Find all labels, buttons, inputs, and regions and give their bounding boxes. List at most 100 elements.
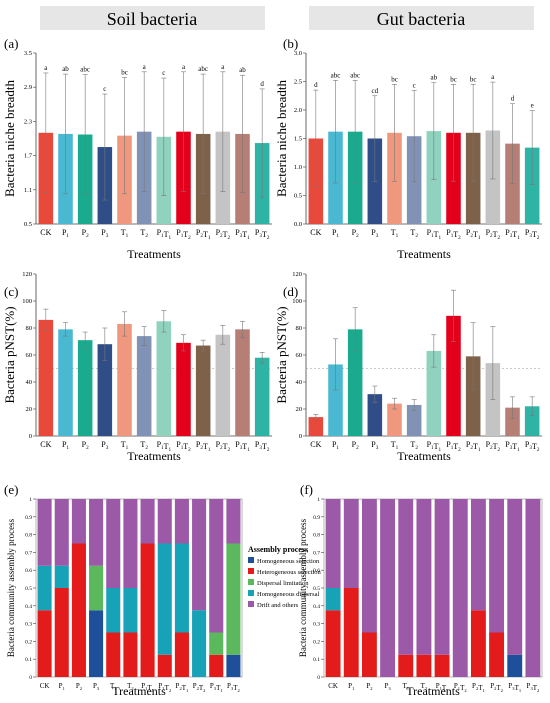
x-tick-label: T1 <box>110 682 117 691</box>
x-tick-label: P2 <box>352 228 359 239</box>
bar <box>254 357 270 436</box>
significance-letter: bc <box>391 75 398 83</box>
x-tick-label: P1 <box>332 228 339 239</box>
y-tick-label: 0 <box>29 433 32 440</box>
gut-header: Gut bacteria <box>377 9 465 29</box>
x-tick-label: P2 <box>76 682 83 691</box>
x-tick-label: P3 <box>101 228 108 239</box>
bar <box>97 344 113 436</box>
y-tick-label: 120 <box>22 271 32 278</box>
bar <box>406 404 422 436</box>
y-tick-label: 40 <box>296 379 303 386</box>
panel-b: (b) 0.0 0.5 1.0 1.5 2.0 2.5 3.0 Bacteria niche b… <box>274 36 542 261</box>
y-tick-label: 1.7 <box>24 153 33 160</box>
x-tick-label: P1 <box>59 682 65 691</box>
significance-letter: e <box>531 102 534 110</box>
y-tick-label: 100 <box>292 298 302 305</box>
x-tick-label: P2T1 <box>472 682 485 693</box>
stack-segment <box>226 654 241 677</box>
x-tick-label: P3 <box>93 682 100 691</box>
stack-segment <box>37 565 52 611</box>
panel-label: (d) <box>283 284 298 299</box>
y-tick-label: 0.5 <box>25 586 32 592</box>
x-tick-label: P1T2 <box>446 228 461 241</box>
y-tick-label: 100 <box>22 298 32 305</box>
x-tick-label: P2T2 <box>486 440 501 453</box>
bar <box>38 319 54 436</box>
stack-segment <box>89 499 104 566</box>
stack-segment <box>140 499 155 544</box>
stack-segment <box>140 543 155 677</box>
stack-segment <box>174 499 189 544</box>
legend-title: Assembly process <box>248 545 308 554</box>
x-tick-label: P3 <box>371 228 378 239</box>
significance-letter: d <box>260 80 264 88</box>
stack-segment <box>343 588 359 677</box>
significance-letter: bc <box>470 75 477 83</box>
x-tick-label: CK <box>310 440 321 449</box>
stack-segment <box>192 610 207 677</box>
y-tick-label: 0.8 <box>313 533 320 539</box>
y-tick-label: 0.7 <box>25 550 32 556</box>
significance-letter: c <box>162 69 165 77</box>
x-tick-label: P3 <box>384 682 391 691</box>
x-axis-label: Treatments <box>127 247 181 261</box>
x-tick-label: T2 <box>410 440 418 451</box>
legend-swatch <box>248 557 254 563</box>
stack-segment <box>380 499 396 677</box>
x-tick-label: P3T2 <box>255 440 270 453</box>
x-tick-label: T1 <box>121 440 129 451</box>
x-tick-label: P1T1 <box>427 228 442 241</box>
bar <box>465 356 481 436</box>
stack-segment <box>398 499 414 655</box>
x-tick-label: P2T2 <box>490 682 503 693</box>
y-tick-label: 0.1 <box>313 657 320 663</box>
x-tick-label: P1 <box>348 682 354 691</box>
legend-swatch <box>248 590 254 596</box>
significance-letter: ab <box>62 65 69 73</box>
stack-segment <box>71 499 86 544</box>
x-tick-label: T2 <box>127 682 134 691</box>
stack-segment <box>489 632 505 677</box>
significance-letter: a <box>182 63 186 71</box>
y-tick-label: 2.3 <box>24 118 32 125</box>
stack-segment <box>361 632 377 677</box>
y-tick-label: 0.5 <box>313 586 320 592</box>
panel-label: (c) <box>4 284 18 299</box>
y-tick-label: 0.7 <box>313 550 320 556</box>
significance-letter: cd <box>372 87 379 95</box>
stack-segment <box>209 654 224 677</box>
y-tick-label: 0.3 <box>25 622 32 628</box>
panel-a: (a) 0.5 1.1 1.7 2.3 2.9 3.5 Bacteria niche brea… <box>2 36 272 261</box>
y-tick-label: 0 <box>299 433 302 440</box>
stack-segment <box>89 610 104 677</box>
significance-letter: d <box>314 81 318 89</box>
stack-segment <box>123 499 138 588</box>
x-tick-label: P1T2 <box>158 682 171 693</box>
y-tick-label: 0.9 <box>313 515 320 521</box>
x-tick-label: T1 <box>391 228 399 239</box>
y-tick-label: 0.2 <box>313 639 320 645</box>
stack-segment <box>470 499 486 611</box>
x-tick-label: P3T2 <box>255 228 270 241</box>
x-tick-label: P3T1 <box>505 440 520 453</box>
y-tick-label: 3.5 <box>24 50 32 57</box>
bar <box>117 323 132 436</box>
stack-segment <box>398 654 414 677</box>
y-tick-label: 0.5 <box>24 221 32 228</box>
x-tick-label: P2T1 <box>176 682 189 693</box>
bar <box>524 147 540 224</box>
x-tick-label: P2T1 <box>466 228 481 241</box>
stack-segment <box>157 499 172 544</box>
bar <box>387 403 402 436</box>
bar <box>77 340 93 436</box>
stack-segment <box>434 654 450 677</box>
y-tick-label: 1.0 <box>294 164 302 171</box>
x-tick-label: T2 <box>421 682 428 691</box>
x-tick-label: P3 <box>371 440 378 451</box>
soil-header-box <box>40 6 265 30</box>
x-tick-label: P1T1 <box>427 440 442 453</box>
x-tick-label: P1T2 <box>446 440 461 453</box>
y-tick-label: 80 <box>26 325 33 332</box>
x-tick-label: P1T1 <box>141 682 154 693</box>
